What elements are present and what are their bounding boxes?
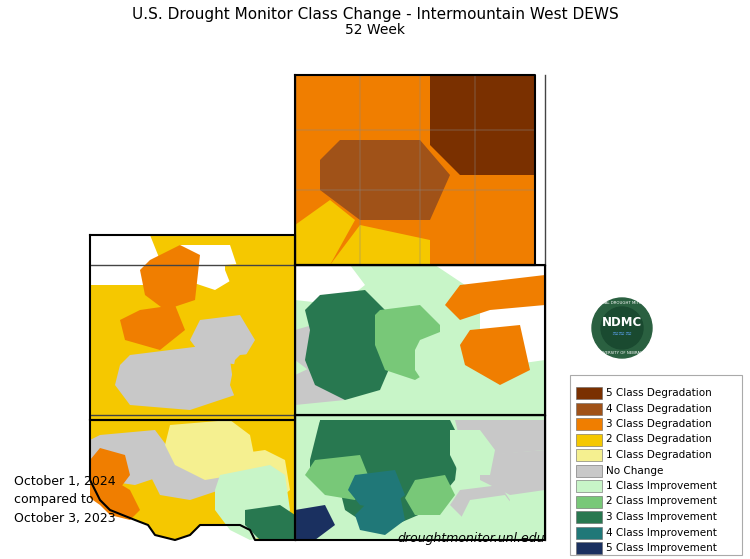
Polygon shape: [460, 495, 520, 540]
Polygon shape: [480, 450, 545, 495]
Polygon shape: [220, 450, 290, 510]
Text: 3 Class Improvement: 3 Class Improvement: [606, 512, 717, 522]
Polygon shape: [150, 445, 225, 500]
Polygon shape: [165, 420, 255, 480]
Circle shape: [592, 298, 652, 358]
Polygon shape: [435, 265, 545, 305]
Polygon shape: [215, 465, 290, 540]
Polygon shape: [190, 315, 255, 365]
Polygon shape: [450, 430, 495, 475]
Polygon shape: [245, 505, 295, 540]
Polygon shape: [90, 478, 140, 520]
Polygon shape: [445, 275, 545, 320]
Polygon shape: [305, 290, 395, 400]
Bar: [576, 402, 602, 415]
Polygon shape: [415, 330, 460, 385]
Polygon shape: [335, 440, 430, 510]
Polygon shape: [320, 140, 450, 220]
Polygon shape: [348, 470, 405, 510]
Text: ≈≈≈: ≈≈≈: [611, 329, 632, 338]
Bar: [576, 527, 602, 538]
Bar: [576, 542, 602, 554]
Polygon shape: [90, 448, 130, 495]
Polygon shape: [295, 490, 345, 535]
Polygon shape: [310, 420, 460, 525]
Polygon shape: [295, 320, 355, 375]
Bar: [576, 511, 602, 523]
Polygon shape: [295, 415, 545, 540]
Bar: [576, 449, 602, 461]
Text: NDMC: NDMC: [602, 315, 642, 329]
Polygon shape: [295, 265, 545, 415]
Text: 4 Class Degradation: 4 Class Degradation: [606, 404, 712, 414]
Text: No Change: No Change: [606, 466, 663, 476]
Polygon shape: [295, 225, 430, 265]
Polygon shape: [295, 415, 320, 460]
Text: NATIONAL DROUGHT MITIGATION: NATIONAL DROUGHT MITIGATION: [590, 301, 655, 305]
FancyBboxPatch shape: [570, 375, 742, 555]
Polygon shape: [295, 265, 365, 305]
Polygon shape: [90, 235, 160, 285]
Polygon shape: [480, 305, 545, 365]
Bar: [576, 465, 602, 476]
Polygon shape: [140, 245, 200, 310]
Circle shape: [601, 307, 643, 349]
Text: 4 Class Improvement: 4 Class Improvement: [606, 528, 717, 538]
Polygon shape: [230, 350, 295, 415]
Text: UNIVERSITY OF NEBRASKA: UNIVERSITY OF NEBRASKA: [596, 351, 648, 355]
Text: 5 Class Degradation: 5 Class Degradation: [606, 388, 712, 398]
Text: October 1, 2024
compared to
October 3, 2023: October 1, 2024 compared to October 3, 2…: [14, 475, 116, 525]
Bar: [576, 495, 602, 508]
Polygon shape: [295, 505, 335, 540]
Polygon shape: [90, 235, 295, 420]
Polygon shape: [460, 325, 530, 385]
Polygon shape: [295, 75, 535, 265]
Polygon shape: [295, 200, 355, 265]
Text: 52 Week: 52 Week: [345, 23, 405, 37]
Text: U.S. Drought Monitor Class Change - Intermountain West DEWS: U.S. Drought Monitor Class Change - Inte…: [132, 7, 618, 22]
Text: 3 Class Degradation: 3 Class Degradation: [606, 419, 712, 429]
Polygon shape: [90, 430, 170, 485]
Bar: [576, 387, 602, 399]
Polygon shape: [375, 305, 440, 380]
Bar: [576, 418, 602, 430]
Polygon shape: [305, 455, 370, 500]
Text: 2 Class Degradation: 2 Class Degradation: [606, 434, 712, 444]
Text: 1 Class Improvement: 1 Class Improvement: [606, 481, 717, 491]
Bar: [576, 480, 602, 492]
Polygon shape: [115, 345, 235, 410]
Polygon shape: [295, 368, 345, 405]
Text: 5 Class Improvement: 5 Class Improvement: [606, 543, 717, 553]
Polygon shape: [355, 495, 405, 535]
Polygon shape: [90, 420, 295, 540]
Polygon shape: [225, 260, 295, 320]
Polygon shape: [405, 475, 455, 515]
Text: droughtmonitor.unl.edu: droughtmonitor.unl.edu: [398, 532, 545, 545]
Polygon shape: [430, 75, 535, 175]
Polygon shape: [120, 305, 185, 350]
Bar: [576, 433, 602, 446]
Text: 1 Class Degradation: 1 Class Degradation: [606, 450, 712, 460]
Polygon shape: [450, 485, 510, 520]
Text: 2 Class Improvement: 2 Class Improvement: [606, 496, 717, 506]
Polygon shape: [455, 420, 545, 455]
Polygon shape: [175, 245, 240, 290]
